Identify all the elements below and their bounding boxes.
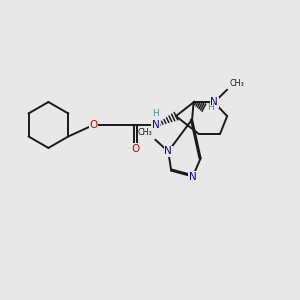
Text: H: H [152,109,159,118]
Text: N: N [152,120,160,130]
Text: H: H [207,103,214,112]
Text: O: O [131,143,140,154]
Text: CH₃: CH₃ [230,79,244,88]
Text: CH₃: CH₃ [138,128,152,137]
Text: N: N [164,146,172,157]
Text: O: O [89,120,98,130]
Text: N: N [210,97,218,107]
Text: N: N [189,172,196,182]
